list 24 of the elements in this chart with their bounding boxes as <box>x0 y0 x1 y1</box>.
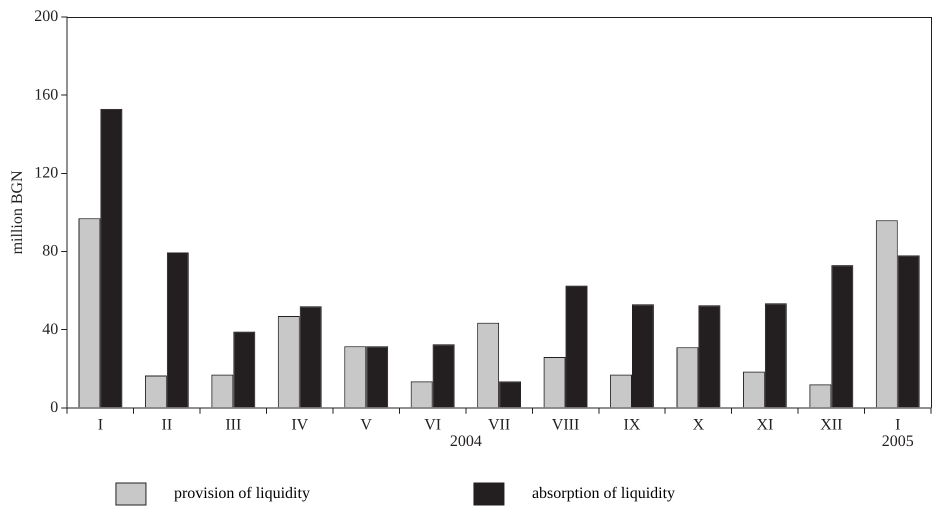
x-tick-label: IV <box>291 416 309 434</box>
x-tick-label: XII <box>820 416 842 434</box>
x-tick-label: XI <box>756 416 774 434</box>
y-tick-label: 80 <box>42 242 58 260</box>
x-tick-label: VI <box>424 416 442 434</box>
text: 2005 <box>882 433 914 450</box>
legend-label: absorption of liquidity <box>512 485 820 502</box>
y-tick-label: 160 <box>34 86 58 104</box>
y-tick-label: 0 <box>50 399 58 416</box>
x-tick-label: X <box>692 416 705 434</box>
x-tick-label: I <box>895 416 900 434</box>
x-tick-label: VIII <box>552 416 580 434</box>
x-tick-label: II <box>162 416 172 434</box>
y-tick-label: 120 <box>34 164 58 182</box>
y-tick-label: 200 <box>34 8 58 26</box>
x-tick-label: IX <box>624 416 641 434</box>
text: 2004 <box>450 433 482 450</box>
x-tick-label: VII <box>488 416 510 434</box>
x-tick-label: III <box>225 416 242 434</box>
y-axis-title: million BGN <box>8 170 26 254</box>
x-tick-label: I <box>98 416 104 434</box>
legend-label: provision of liquidity <box>154 485 454 502</box>
x-tick-label: V <box>360 416 372 434</box>
y-tick-label: 40 <box>42 320 58 338</box>
